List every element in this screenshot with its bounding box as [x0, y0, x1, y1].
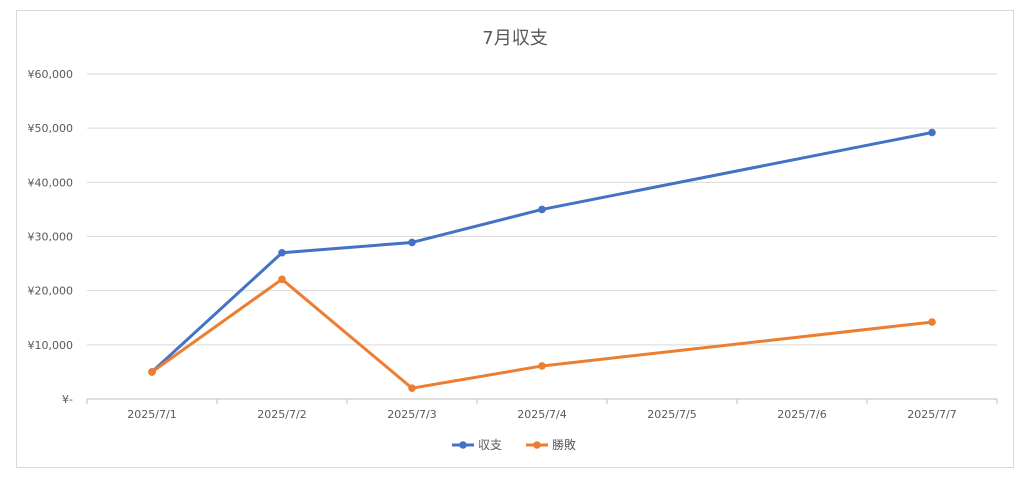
data-point — [408, 384, 416, 392]
y-axis: ¥- ¥10,000 ¥20,000 ¥30,000 ¥40,000 ¥50,000 ¥60… — [28, 68, 74, 406]
data-point — [408, 238, 416, 247]
x-tick-label: 2025/7/2 — [257, 408, 306, 421]
y-tick-label: ¥30,000 — [28, 231, 74, 244]
x-axis: 2025/7/1 2025/7/2 2025/7/3 2025/7/4 2025/7/5… — [86, 399, 998, 421]
grid-lines — [87, 73, 997, 400]
data-point — [538, 205, 546, 214]
x-tick-label: 2025/7/6 — [777, 408, 826, 421]
legend-label: 収支 — [478, 438, 502, 452]
x-tick-label: 2025/7/3 — [387, 408, 436, 421]
x-tick-label: 2025/7/5 — [647, 408, 696, 421]
y-tick-label: ¥60,000 — [28, 68, 74, 81]
chart-frame — [16, 10, 1014, 468]
legend-label: 勝敗 — [552, 437, 576, 452]
x-tick-label: 2025/7/7 — [907, 408, 956, 421]
data-point — [928, 318, 936, 326]
data-point — [538, 362, 546, 370]
chart-title: 7月収支 — [482, 28, 547, 49]
y-tick-label: ¥50,000 — [28, 122, 74, 135]
y-tick-label: ¥- — [62, 393, 73, 406]
series-layer — [148, 128, 936, 392]
y-tick-label: ¥20,000 — [28, 285, 74, 298]
y-tick-label: ¥40,000 — [28, 176, 74, 189]
y-tick-label: ¥10,000 — [28, 339, 74, 352]
legend-marker — [533, 441, 541, 449]
data-point — [148, 368, 156, 376]
x-tick-label: 2025/7/1 — [127, 408, 176, 421]
data-point — [278, 248, 286, 257]
series-line — [150, 277, 934, 390]
legend-marker — [459, 441, 467, 449]
data-point — [928, 128, 936, 137]
x-tick-label: 2025/7/4 — [517, 408, 566, 421]
legend: 収支 勝敗 — [452, 437, 576, 452]
data-point — [278, 275, 286, 284]
